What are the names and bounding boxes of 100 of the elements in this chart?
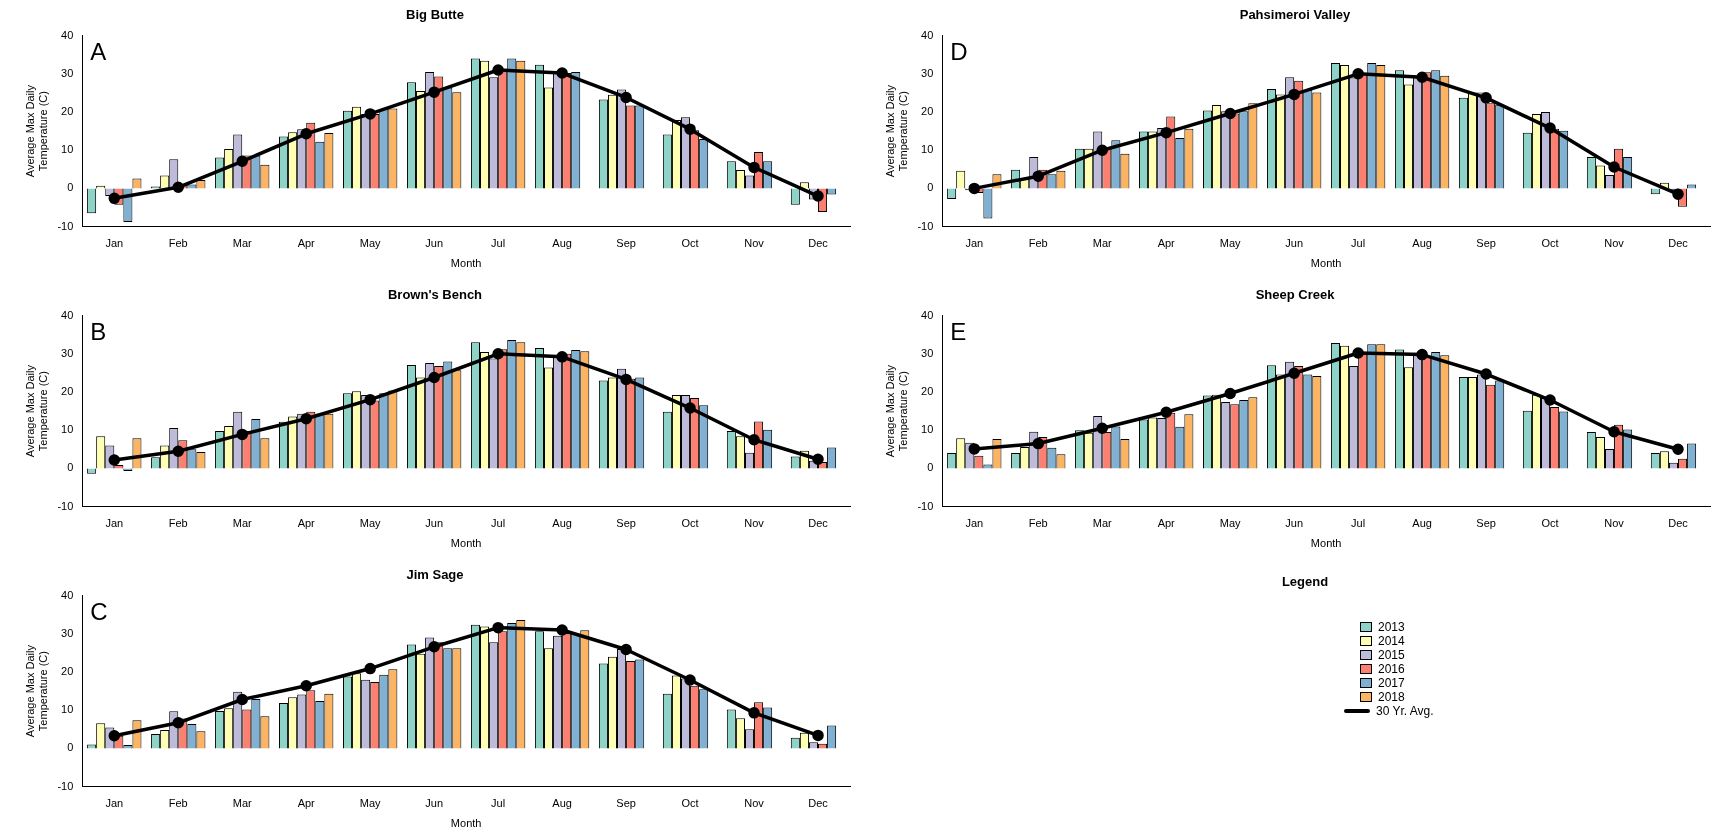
chart-title: Brown's Bench [387,287,483,303]
x-tick-label: Aug [552,237,572,250]
y-tick-label: 20 [921,385,934,398]
x-tick-label: Jan [105,517,124,530]
legend-label: 2016 [1378,662,1405,676]
x-tick-label: Aug [1412,237,1432,250]
x-tick-label: Oct [681,237,699,250]
x-tick-label: Mar [232,237,253,250]
x-tick-label: Mar [1092,517,1113,530]
x-axis-title: Month [1310,537,1342,550]
legend-label: 2018 [1378,690,1405,704]
x-axis-title: Month [450,257,482,270]
x-tick-label: Mar [232,517,253,530]
x-tick-label: May [359,237,382,250]
x-tick-label: Nov [1604,517,1625,530]
annotation: D [950,38,968,66]
x-axis-title: Month [1310,257,1342,270]
annotation: B [90,318,107,346]
x-tick-label: Jul [491,517,506,530]
x-tick-label: Mar [232,797,253,810]
x-tick-label: Aug [1412,517,1432,530]
x-tick-label: Jun [425,237,444,250]
x-tick-label: Oct [1541,517,1559,530]
x-tick-label: May [359,517,382,530]
x-tick-label: Apr [297,797,316,810]
x-tick-label: Dec [1668,517,1689,530]
x-tick-label: May [359,797,382,810]
x-tick-label: May [1219,237,1242,250]
y-tick-label: 0 [67,741,74,754]
y-tick-label: 0 [67,181,74,194]
x-tick-label: Dec [1668,237,1689,250]
y-tick-label: 20 [921,105,934,118]
x-tick-label: Nov [744,237,765,250]
x-tick-label: Oct [1541,237,1559,250]
y-axis-title: Average Max Daily Temperature (C) [23,364,49,458]
y-tick-label: 40 [61,28,74,41]
x-tick-label: Jul [1351,517,1366,530]
x-tick-label: Jul [491,797,506,810]
y-tick-label: 30 [921,346,934,359]
x-tick-label: Aug [552,517,572,530]
chart-title: Big Butte [406,7,464,23]
y-tick-label: -10 [57,779,74,792]
legend-label: 2013 [1378,620,1405,634]
x-tick-label: Jan [965,517,984,530]
y-tick-label: 40 [61,588,74,601]
x-axis-title: Month [450,537,482,550]
legend-label: 30 Yr. Avg. [1376,704,1434,718]
x-tick-label: Nov [744,517,765,530]
chart-title: Sheep Creek [1255,287,1336,303]
y-tick-label: -10 [57,219,74,232]
x-tick-label: Feb [1028,517,1048,530]
chart-title: Jim Sage [406,567,464,583]
y-tick-label: -10 [917,499,934,512]
y-tick-label: 20 [61,385,74,398]
y-axis-title: Average Max Daily Temperature (C) [23,84,49,178]
x-tick-label: Apr [297,517,316,530]
x-tick-label: Dec [808,797,829,810]
y-tick-label: -10 [57,499,74,512]
x-tick-label: Apr [1157,237,1176,250]
x-tick-label: Jun [425,797,444,810]
x-tick-label: Feb [168,237,188,250]
x-tick-label: Sep [616,237,636,250]
x-tick-label: Oct [681,517,699,530]
x-tick-label: Jan [105,237,124,250]
x-tick-label: Jul [1351,237,1366,250]
x-tick-label: Feb [168,517,188,530]
legend-label: 2015 [1378,648,1405,662]
y-tick-label: 30 [61,66,74,79]
x-tick-label: Jan [965,237,984,250]
y-tick-label: 10 [921,423,934,436]
y-tick-label: 10 [61,143,74,156]
x-tick-label: Nov [744,797,765,810]
y-axis-title: Average Max Daily Temperature (C) [883,364,909,458]
x-tick-label: Jun [1285,237,1304,250]
x-tick-label: Apr [1157,517,1176,530]
annotation: A [90,38,107,66]
y-tick-label: 30 [61,346,74,359]
x-tick-label: Sep [1476,517,1496,530]
x-tick-label: Oct [681,797,699,810]
x-tick-label: Sep [1476,237,1496,250]
y-tick-label: 0 [927,181,934,194]
y-tick-label: 10 [921,143,934,156]
x-tick-label: Apr [297,237,316,250]
y-tick-label: 30 [61,626,74,639]
x-tick-label: Aug [552,797,572,810]
annotation: C [90,598,108,626]
y-axis-title: Average Max Daily Temperature (C) [883,84,909,178]
legend-title: Legend [1280,574,1330,589]
x-tick-label: Feb [1028,237,1048,250]
y-tick-label: 40 [61,308,74,321]
chart-title: Pahsimeroi Valley [1239,7,1352,23]
x-tick-label: Nov [1604,237,1625,250]
annotation: E [950,318,967,346]
y-axis-title: Average Max Daily Temperature (C) [23,644,49,738]
x-tick-label: Jul [491,237,506,250]
x-tick-label: Sep [616,797,636,810]
legend-label: 2017 [1378,676,1405,690]
x-tick-label: Jun [1285,517,1304,530]
x-tick-label: Feb [168,797,188,810]
x-tick-label: Jan [105,797,124,810]
